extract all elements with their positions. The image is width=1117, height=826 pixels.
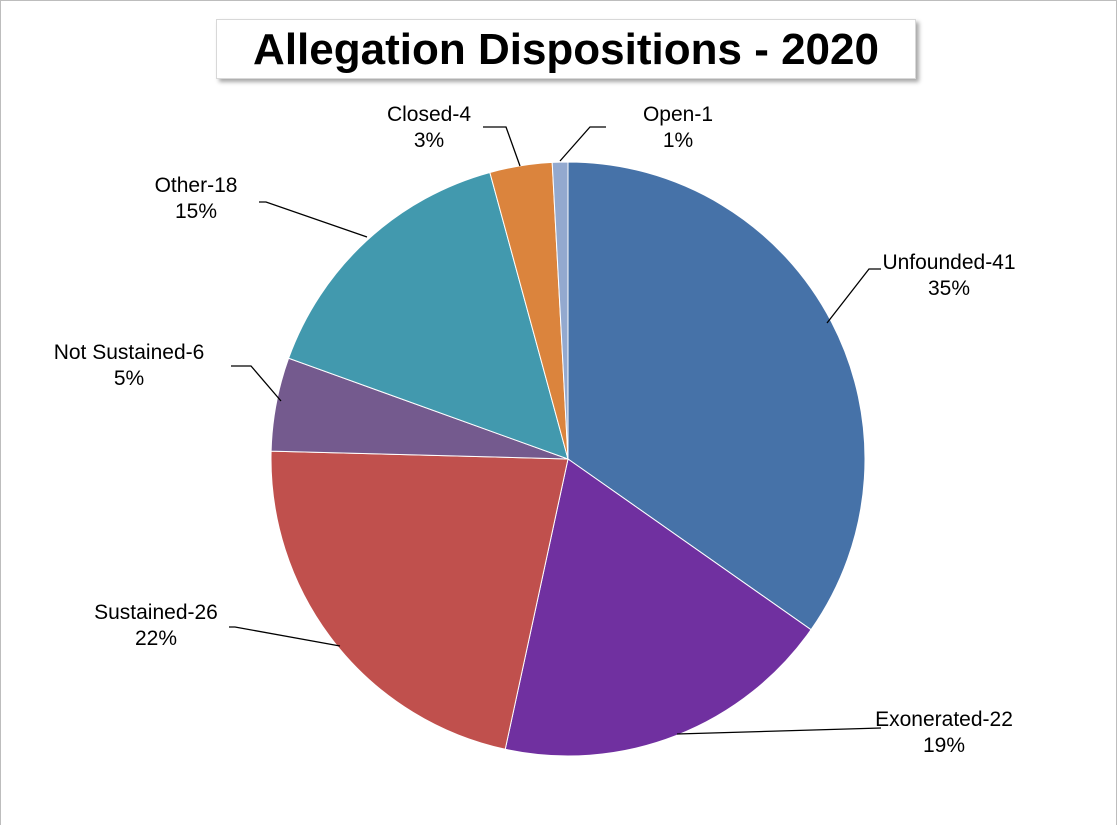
data-percent-exonerated: 19% (923, 734, 965, 757)
data-percent-closed: 3% (414, 129, 444, 152)
data-label-exonerated: Exonerated-22 (875, 708, 1013, 731)
leader-line-open (559, 126, 606, 162)
data-label-open: Open-1 (643, 103, 713, 126)
pie-slice-sustained (270, 450, 569, 750)
data-label-other: Other-18 (155, 174, 238, 197)
data-percent-other: 15% (175, 200, 217, 223)
pie-slice-open (551, 161, 569, 460)
chart-title-box: Allegation Dispositions - 2020 (216, 19, 916, 79)
data-label-not-sustained: Not Sustained-6 (54, 341, 205, 364)
data-label-sustained: Sustained-26 (94, 601, 218, 624)
leader-line-not-sustained (231, 365, 282, 402)
data-label-closed: Closed-4 (387, 103, 471, 126)
data-label-unfounded: Unfounded-41 (882, 251, 1015, 274)
data-percent-sustained: 22% (135, 627, 177, 650)
pie-slice-unfounded (567, 161, 866, 631)
leader-line-sustained (229, 626, 341, 647)
leader-line-other (259, 201, 368, 238)
leader-line-exonerated (676, 727, 882, 735)
data-percent-unfounded: 35% (928, 277, 970, 300)
leader-line-unfounded (826, 268, 881, 324)
data-percent-open: 1% (663, 129, 693, 152)
pie-slice-other (287, 171, 569, 460)
pie-slice-exonerated (504, 458, 812, 757)
chart-title: Allegation Dispositions - 2020 (253, 25, 879, 74)
data-percent-not-sustained: 5% (114, 367, 144, 390)
leader-line-closed (483, 126, 521, 167)
